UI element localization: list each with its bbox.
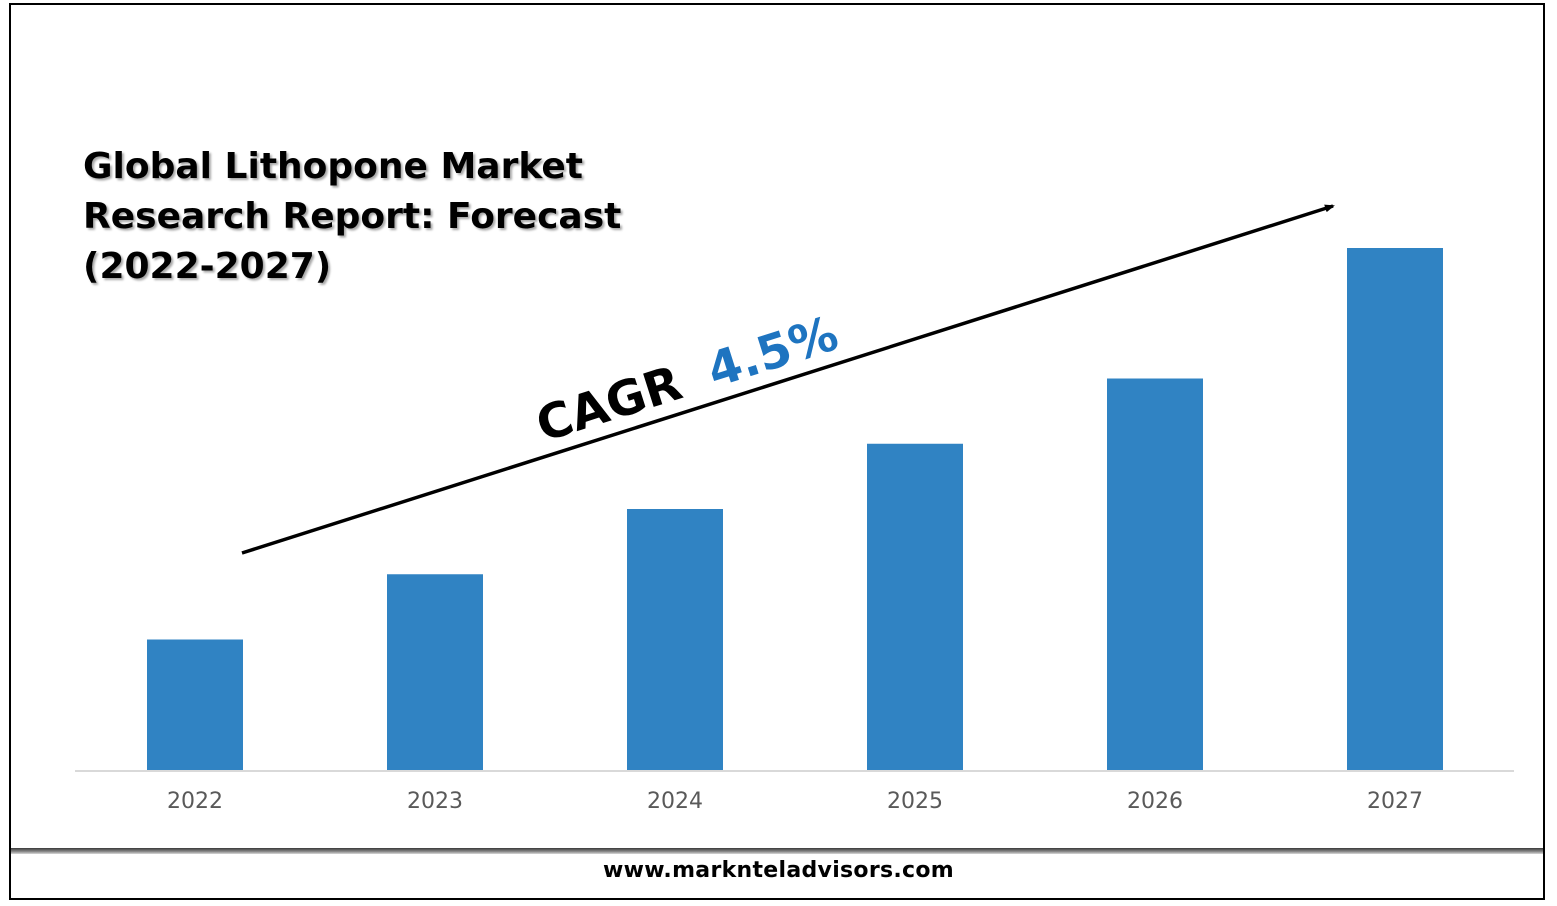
- x-tick-label-2022: 2022: [167, 789, 223, 814]
- x-tick-label-2027: 2027: [1367, 789, 1423, 814]
- bar-2022: [147, 639, 243, 770]
- bar-2023: [387, 574, 483, 770]
- chart-frame: [9, 3, 1545, 900]
- bar-2025: [867, 443, 963, 770]
- bars-group: [147, 248, 1443, 770]
- bar-2027: [1347, 248, 1443, 770]
- chart-title: Global Lithopone Market Research Report:…: [83, 146, 622, 287]
- cagr-label: CAGR: [530, 355, 689, 453]
- x-tick-label-2024: 2024: [647, 789, 703, 814]
- cagr-trend-arrow: [241, 204, 1335, 555]
- bar-2026: [1107, 378, 1203, 770]
- x-tick-labels: 2022 2023 2024 2025 2026 2027: [167, 789, 1423, 814]
- x-tick-label-2023: 2023: [407, 789, 463, 814]
- footer-divider: [11, 848, 1543, 854]
- footer-url: www.marknteladvisors.com: [602, 858, 955, 883]
- x-tick-label-2026: 2026: [1127, 789, 1183, 814]
- x-tick-label-2025: 2025: [887, 789, 943, 814]
- bar-2024: [627, 509, 723, 770]
- cagr-annotation: CAGR 4.5%: [530, 306, 845, 454]
